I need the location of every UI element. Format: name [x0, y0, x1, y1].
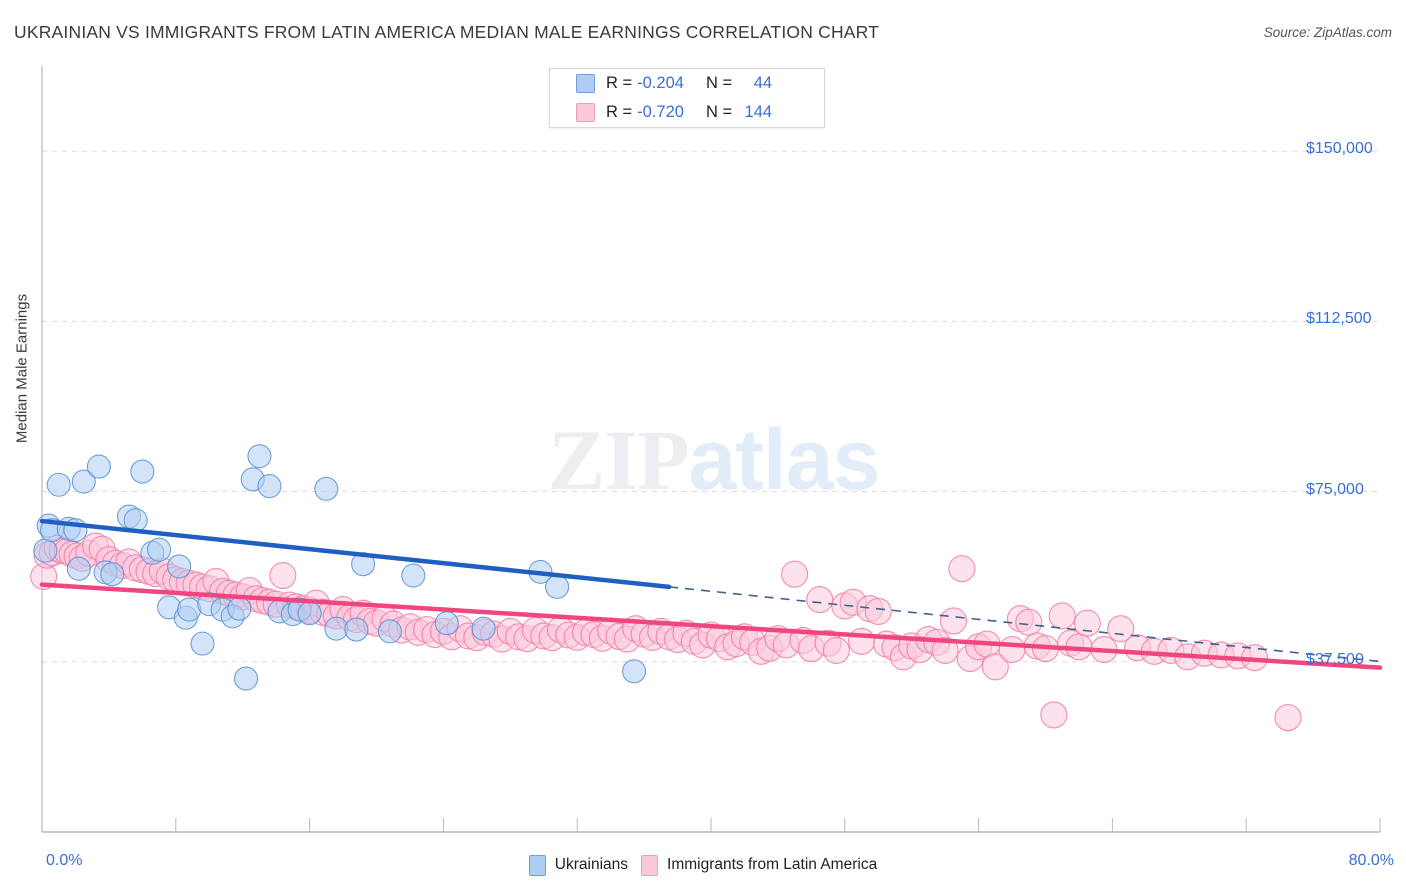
scatter-point: [377, 619, 402, 644]
r-label-latin-america: R =: [606, 103, 633, 121]
legend-color-box-ukrainians-icon: [528, 854, 546, 876]
legend-item-ukrainians[interactable]: Ukrainians: [528, 854, 629, 876]
scatter-point: [931, 636, 959, 664]
scatter-point: [847, 627, 876, 655]
x-tick-min: 0.0%: [46, 852, 83, 869]
scatter-point: [948, 555, 976, 583]
y-tick-37500: $37,500: [1306, 650, 1364, 668]
scatter-point: [471, 616, 496, 641]
scatter-point: [314, 476, 339, 501]
scatter-point: [864, 597, 892, 625]
scatter-point: [781, 560, 809, 588]
scatter-point: [257, 474, 282, 499]
scatter-point: [130, 459, 155, 484]
r-value-ukrainians: -0.204: [637, 74, 684, 92]
scatter-point: [147, 537, 172, 562]
n-label-ukrainians: N =: [705, 74, 733, 92]
scatter-point: [806, 586, 834, 614]
y-tick-75000: $75,000: [1306, 480, 1364, 498]
r-label-ukrainians: R =: [606, 74, 633, 92]
scatter-point: [297, 601, 322, 626]
scatter-point: [66, 556, 91, 581]
source-attribution: Source: ZipAtlas.com: [1263, 25, 1392, 40]
scatter-point: [100, 562, 125, 587]
scatter-point: [1048, 602, 1076, 630]
y-tick-112500: $112,500: [1306, 310, 1372, 328]
scatter-point: [177, 597, 202, 622]
legend-color-box-latin-america-icon: [641, 854, 659, 876]
scatter-point: [822, 636, 850, 664]
scatter-point: [269, 561, 297, 590]
legend-swatch-blue-icon: [576, 74, 595, 93]
trendline-ukrainians: [39, 518, 672, 590]
correlation-row-ukrainians: R = -0.204 N = 44: [550, 69, 824, 98]
scatter-point: [434, 611, 459, 636]
correlation-legend: R = -0.204 N = 44 R = -0.720 N = 144: [549, 68, 825, 128]
legend-label-ukrainians: Ukrainians: [554, 856, 629, 873]
scatter-points-latin-america: [30, 532, 1302, 732]
trendlines: [39, 518, 1383, 670]
scatter-point: [981, 653, 1009, 681]
scatter-point: [998, 635, 1026, 664]
legend-swatch-pink-icon: [576, 103, 595, 122]
scatter-point: [939, 607, 968, 635]
legend-item-latin-america[interactable]: Immigrants from Latin America: [641, 854, 878, 876]
page-title: UKRAINIAN VS IMMIGRANTS FROM LATIN AMERI…: [14, 22, 880, 42]
scatter-point: [86, 454, 111, 479]
scatter-point: [1015, 608, 1043, 636]
scatter-point: [247, 444, 272, 469]
correlation-row-latin-america: R = -0.720 N = 144: [550, 98, 824, 127]
scatter-point: [233, 666, 259, 691]
scatter-point: [324, 616, 349, 641]
scatter-point: [167, 554, 192, 579]
trendline-ukrainians-extension: [669, 586, 1381, 663]
n-value-ukrainians: 44: [753, 74, 773, 92]
scatter-point: [33, 538, 58, 563]
trendline-latin-america: [39, 582, 1383, 670]
scatter-point: [1040, 701, 1068, 729]
scatter-point: [71, 469, 96, 494]
scatter-point: [344, 617, 369, 642]
scatter-point: [190, 631, 215, 656]
legend-label-latin-america: Immigrants from Latin America: [667, 856, 878, 873]
n-label-latin-america: N =: [705, 103, 733, 121]
scatter-point: [545, 574, 570, 599]
scatter-point: [46, 472, 71, 497]
series-legend: Ukrainians Immigrants from Latin America: [0, 850, 1406, 880]
scatter-point: [1073, 609, 1101, 637]
scatter-point: [401, 563, 426, 588]
scatter-point: [1107, 615, 1135, 643]
x-axis-ticks: [41, 818, 1381, 832]
n-value-latin-america: 144: [744, 103, 773, 121]
r-value-latin-america: -0.720: [637, 103, 684, 121]
scatter-point: [227, 596, 252, 621]
scatter-point: [622, 659, 647, 684]
scatter-point: [1274, 704, 1302, 732]
y-tick-150000: $150,000: [1306, 140, 1373, 158]
x-tick-max: 80.0%: [1348, 852, 1394, 869]
